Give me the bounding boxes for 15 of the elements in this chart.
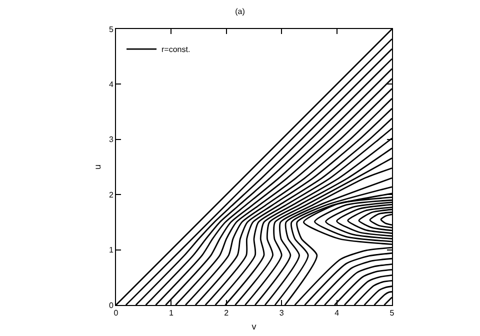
chart-title: (a) (235, 7, 246, 16)
y-tick-label: 4 (108, 80, 114, 89)
y-tick-label: 1 (108, 246, 114, 255)
x-tick-label: 2 (224, 308, 230, 318)
y-tick-label: 2 (108, 190, 114, 200)
x-axis-title: v (252, 321, 257, 332)
x-tick-label: 1 (168, 308, 174, 318)
x-tick-label: 4 (334, 308, 340, 318)
x-tick-label: 5 (390, 308, 395, 318)
y-tick-label: 3 (108, 135, 114, 144)
x-tick-label: 3 (279, 308, 284, 318)
y-axis-title: u (92, 164, 102, 170)
y-tick-label: 5 (108, 24, 114, 34)
y-tick-label: 0 (108, 300, 114, 310)
legend-label: r=const. (162, 45, 190, 54)
